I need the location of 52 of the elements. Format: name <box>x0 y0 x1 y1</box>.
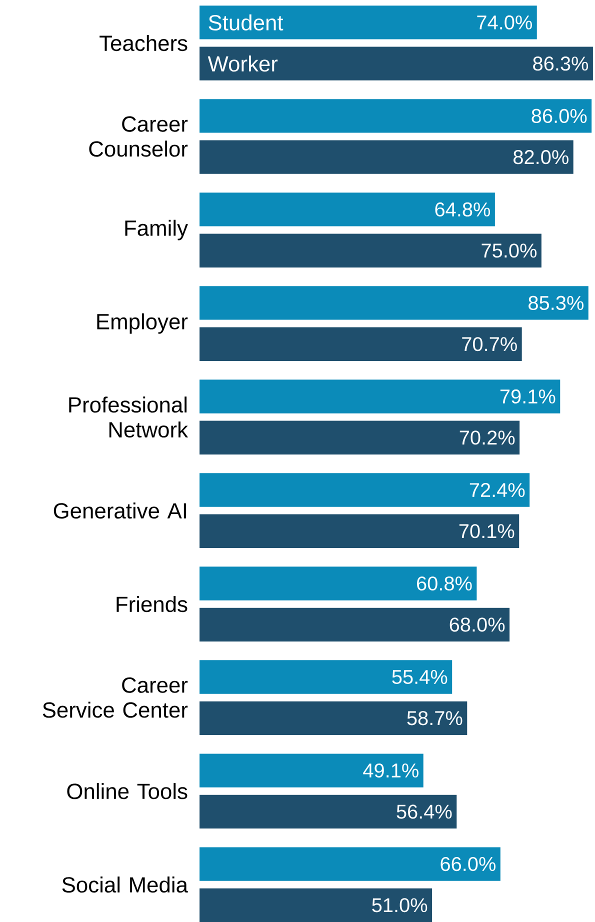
bar <box>200 192 496 226</box>
data-label: 70.7% <box>462 337 518 352</box>
bar <box>200 847 501 881</box>
data-label: 60.8% <box>417 576 472 591</box>
bar <box>200 99 592 133</box>
data-label: 49.1% <box>363 763 419 778</box>
bar <box>200 608 510 642</box>
y-tick-label: Social Media <box>62 876 188 893</box>
bar <box>200 888 432 922</box>
data-label: 51.0% <box>372 898 428 912</box>
y-tick-label: Career Counselor <box>89 116 188 157</box>
data-label: 58.7% <box>407 711 462 726</box>
bar <box>200 380 560 414</box>
data-label: 75.0% <box>482 244 537 258</box>
data-label: 64.8% <box>436 202 490 217</box>
bar <box>200 286 589 320</box>
data-label: 68.0% <box>450 618 505 632</box>
bar <box>200 754 424 788</box>
y-tick-label: Family <box>126 220 188 240</box>
bar <box>200 46 594 80</box>
bar <box>200 514 520 548</box>
data-label: 70.2% <box>460 430 515 445</box>
y-tick-label: Career Service Center <box>43 677 188 718</box>
bar <box>200 140 574 174</box>
bar <box>200 473 530 507</box>
y-tick-label: Online Tools <box>67 783 188 800</box>
data-label: 55.4% <box>392 670 448 684</box>
bar <box>200 566 477 600</box>
data-label: 86.3% <box>533 56 588 71</box>
data-label: 56.4% <box>396 804 452 819</box>
y-tick-label: Employer <box>97 313 188 334</box>
y-tick-label: Teachers <box>100 34 188 52</box>
data-label: 85.3% <box>528 296 584 310</box>
bar <box>200 420 520 454</box>
data-label: 66.0% <box>440 856 496 872</box>
bar <box>200 660 452 694</box>
series-label: Worker <box>208 56 278 72</box>
series-label: Student <box>208 14 284 30</box>
data-label: 86.0% <box>532 108 587 124</box>
bar <box>200 234 542 268</box>
bar <box>200 6 538 40</box>
bar <box>200 794 457 828</box>
data-label: 74.0% <box>477 15 532 30</box>
data-label: 82.0% <box>514 150 569 164</box>
y-tick-label: Friends <box>116 596 188 612</box>
data-label: 70.1% <box>460 524 514 538</box>
y-tick-label: Professional Network <box>69 396 188 438</box>
y-tick-label: Generative AI <box>54 502 186 519</box>
bar <box>200 701 468 735</box>
data-label: 72.4% <box>470 482 525 497</box>
bar <box>200 327 522 361</box>
data-label: 79.1% <box>500 389 556 404</box>
